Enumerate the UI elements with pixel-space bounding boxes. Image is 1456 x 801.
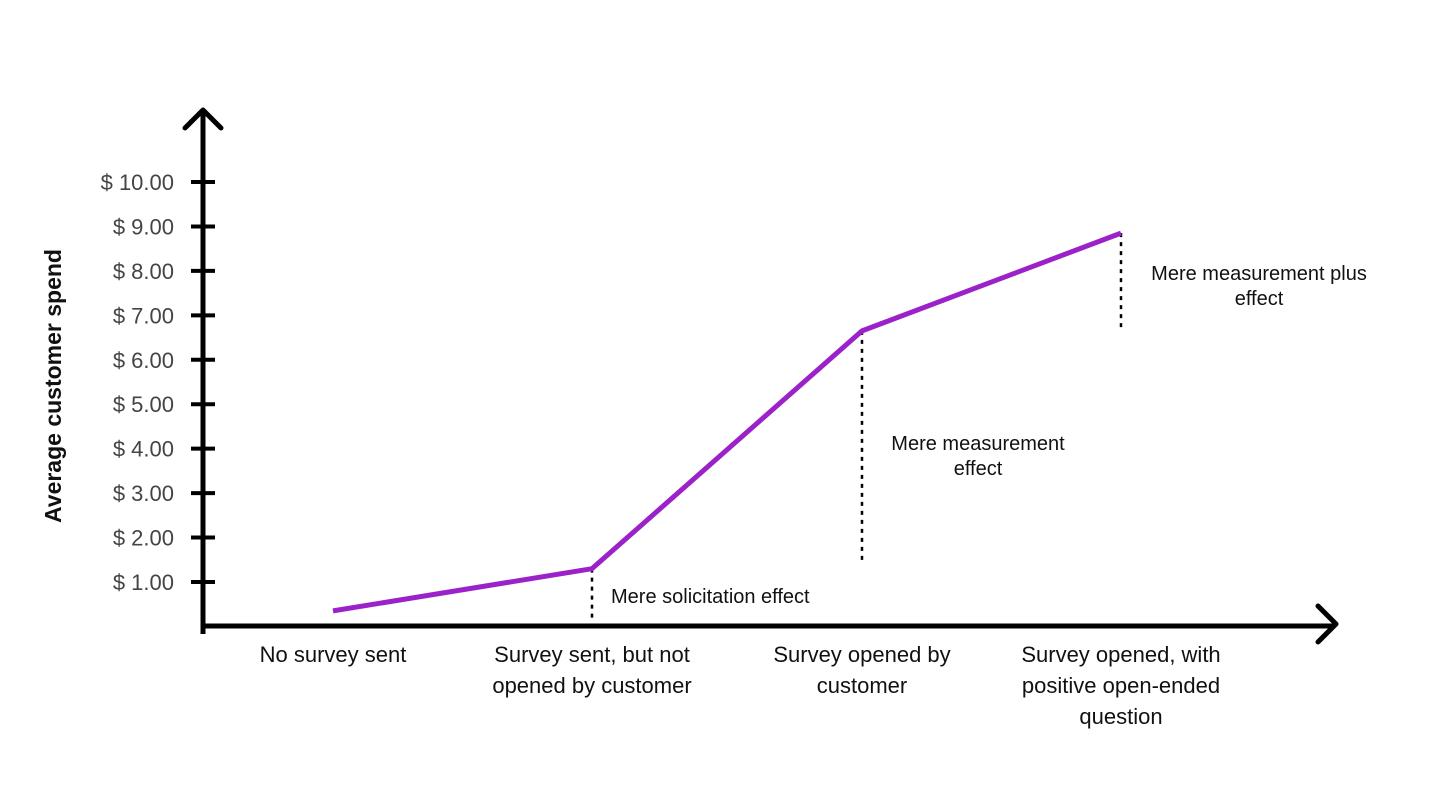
x-category-label-line: question [1079, 704, 1162, 729]
y-tick-label: $ 9.00 [113, 214, 174, 239]
x-category-label-line: Survey opened, with [1021, 642, 1220, 667]
y-tick-label: $ 6.00 [113, 348, 174, 373]
annotation-label-line: Mere solicitation effect [611, 586, 810, 608]
annotation-label-line: Mere measurement [891, 433, 1065, 455]
annotation-label-line: effect [954, 458, 1003, 480]
x-category-label: No survey sent [260, 642, 407, 667]
y-axis-ticks: $ 1.00 $ 2.00 $ 3.00 $ 4.00 $ 5.00 $ 6.00 $ 7.… [101, 170, 215, 595]
series [332, 230, 1122, 614]
x-category-label: Survey sent, but not opened by customer [492, 642, 691, 698]
x-category-label-line: opened by customer [492, 673, 691, 698]
x-category-label-line: customer [817, 673, 907, 698]
y-tick-label: $ 2.00 [113, 526, 174, 551]
annotations: Mere solicitation effect Mere measurement… [590, 233, 1367, 622]
x-axis-labels: No survey sent Survey sent, but not opened… [260, 642, 1221, 729]
y-tick-label: $ 4.00 [113, 437, 174, 462]
x-axis-arrow [1315, 603, 1339, 645]
y-tick-label: $ 3.00 [113, 481, 174, 506]
series-line [332, 230, 1122, 614]
y-tick-label: $ 1.00 [113, 570, 174, 595]
y-tick-label: $ 8.00 [113, 259, 174, 284]
annotation-label: Mere measurement plus effect [1151, 263, 1367, 310]
y-axis-arrow [182, 107, 224, 131]
x-category-label-line: No survey sent [260, 642, 407, 667]
annotation-label: Mere solicitation effect [611, 586, 810, 608]
axes [182, 107, 1339, 645]
y-tick-label: $ 5.00 [113, 392, 174, 417]
annotation-label-line: effect [1235, 288, 1284, 310]
x-category-label-line: Survey sent, but not [494, 642, 690, 667]
y-tick-label: $ 10.00 [101, 170, 174, 195]
x-category-label: Survey opened by customer [773, 642, 950, 698]
annotation-label-line: Mere measurement plus [1151, 263, 1367, 285]
x-category-label: Survey opened, with positive open-ended qu… [1021, 642, 1220, 729]
annotation-label: Mere measurement effect [891, 433, 1065, 480]
y-tick-label: $ 7.00 [113, 303, 174, 328]
y-axis-title: Average customer spend [40, 249, 66, 523]
x-category-label-line: positive open-ended [1022, 673, 1220, 698]
x-category-label-line: Survey opened by [773, 642, 950, 667]
